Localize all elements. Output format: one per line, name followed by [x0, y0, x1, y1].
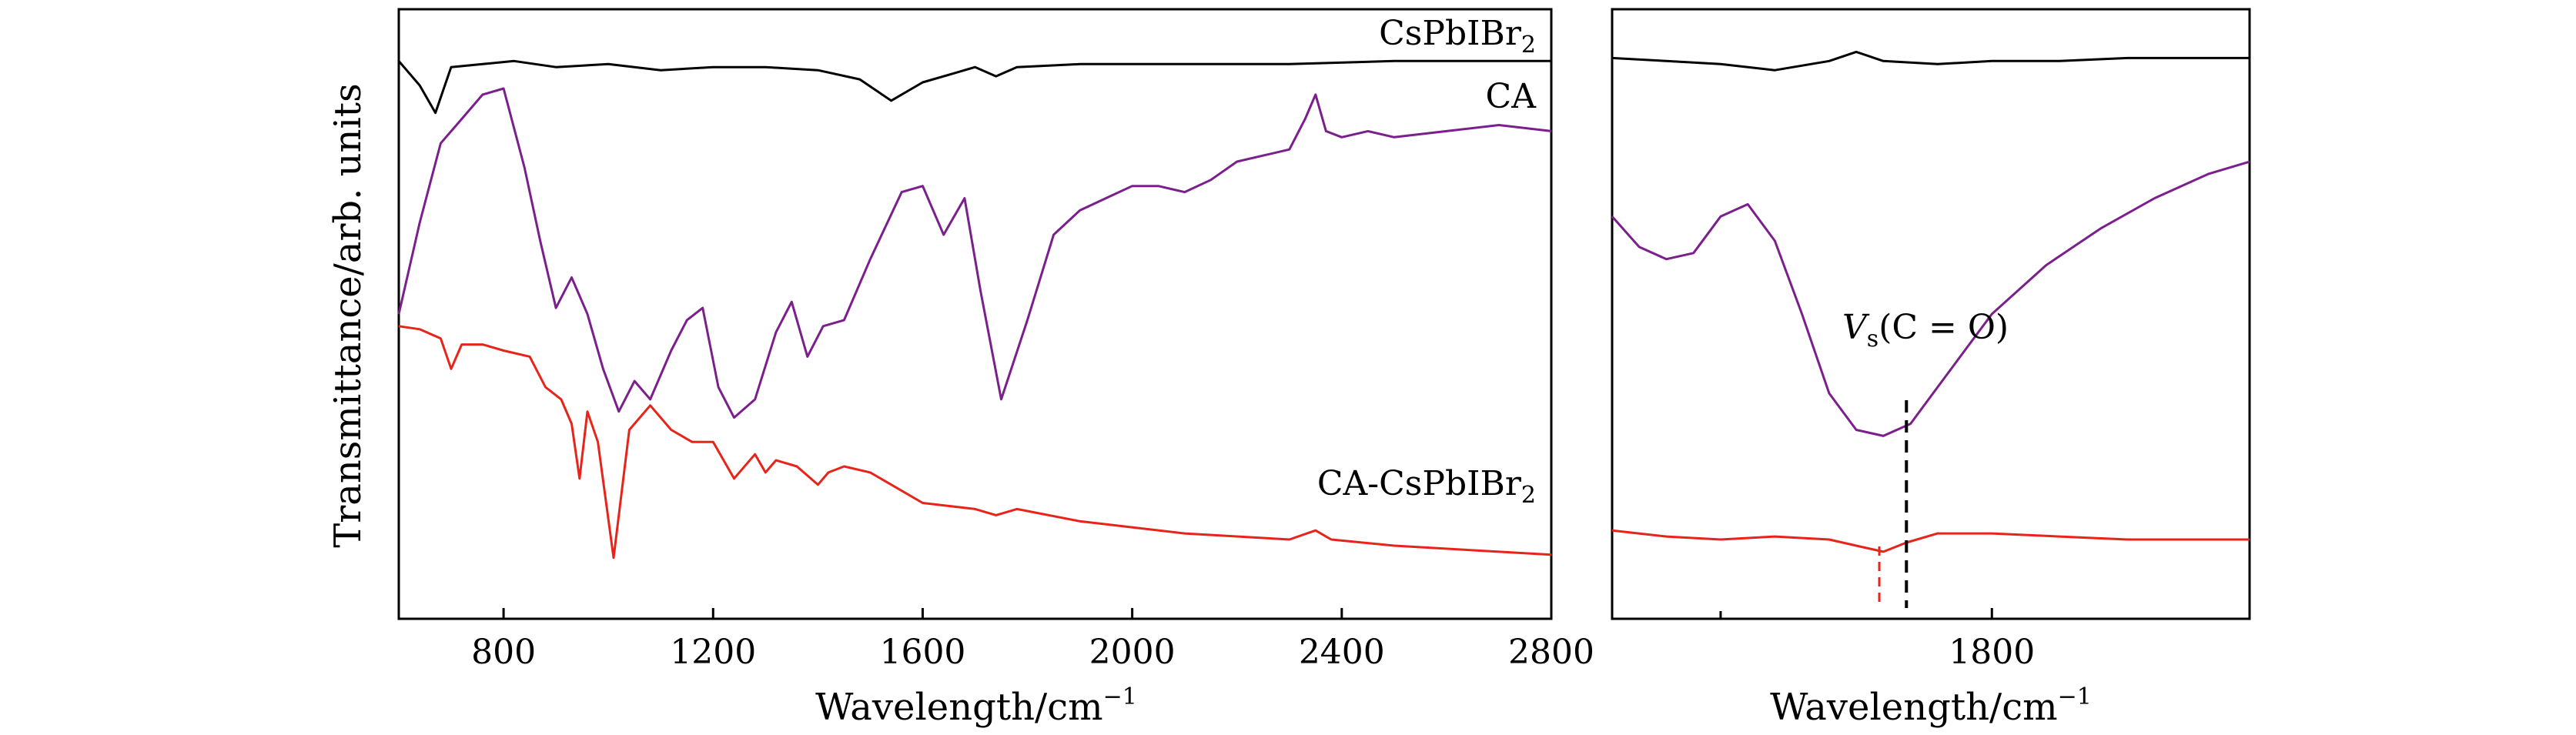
left-x-axis-title-main: Wavelength/cm [815, 686, 1102, 729]
left-series-line-1 [397, 87, 1552, 419]
right-series-line-1 [1611, 160, 2250, 437]
left-plot-frame [397, 8, 1553, 620]
label-cspbibr2: CsPbIBr2 [1379, 14, 1536, 58]
left-x-axis-title-exponent: −1 [1103, 683, 1137, 710]
right-series-line-2 [1611, 529, 2250, 553]
right-series-line-0 [1611, 50, 2250, 72]
right-x-axis-title-main: Wavelength/cm [1770, 686, 2057, 729]
left-x-tick-label-3: 2000 [1089, 633, 1176, 672]
left-x-ticks: 800 1200 1600 2000 2400 2800 [471, 608, 1594, 672]
left-x-tick-label-0: 800 [471, 633, 536, 672]
left-series-line-0 [397, 59, 1551, 115]
annotation-vs-co: Vs(C = O) [1842, 308, 2009, 352]
label-ca-cspbibr2: CA-CsPbIBr2 [1317, 464, 1536, 509]
right-x-ticks: 1800 [1719, 608, 2035, 672]
label-ca: CA [1486, 77, 1537, 116]
label-ca-cspbibr2-main: CA-CsPbIBr [1317, 464, 1522, 503]
left-x-axis-title: Wavelength/cm−1 [815, 683, 1137, 729]
annotation-rest: (C = O) [1878, 308, 2009, 347]
label-cspbibr2-main: CsPbIBr [1379, 14, 1522, 53]
right-plot-frame [1611, 8, 2251, 620]
right-annotation-lines [1878, 400, 1909, 608]
right-x-tick-label-0: 1800 [1949, 633, 2035, 672]
annotation-subscript: s [1867, 326, 1878, 352]
left-series-group [397, 59, 1552, 560]
left-x-tick-label-5: 2800 [1508, 633, 1594, 672]
label-cspbibr2-subscript: 2 [1521, 32, 1536, 58]
left-x-tick-label-4: 2400 [1299, 633, 1385, 672]
right-panel: 1800 Wavelength/cm−1 Vs(C = O) [1611, 8, 2251, 729]
left-x-tick-label-2: 1600 [879, 633, 965, 672]
y-axis-title: Transmittance/arb. units [326, 83, 370, 547]
right-x-axis-title-exponent: −1 [2058, 683, 2092, 710]
label-ca-cspbibr2-subscript: 2 [1521, 482, 1536, 509]
left-x-tick-label-1: 1200 [670, 633, 756, 672]
left-series-line-2 [398, 325, 1552, 560]
left-panel: 800 1200 1600 2000 2400 2800 Transmittance/ar… [326, 8, 1594, 729]
annotation-v: V [1842, 308, 1870, 347]
right-x-axis-title: Wavelength/cm−1 [1770, 683, 2092, 729]
right-series-group [1611, 50, 2250, 553]
